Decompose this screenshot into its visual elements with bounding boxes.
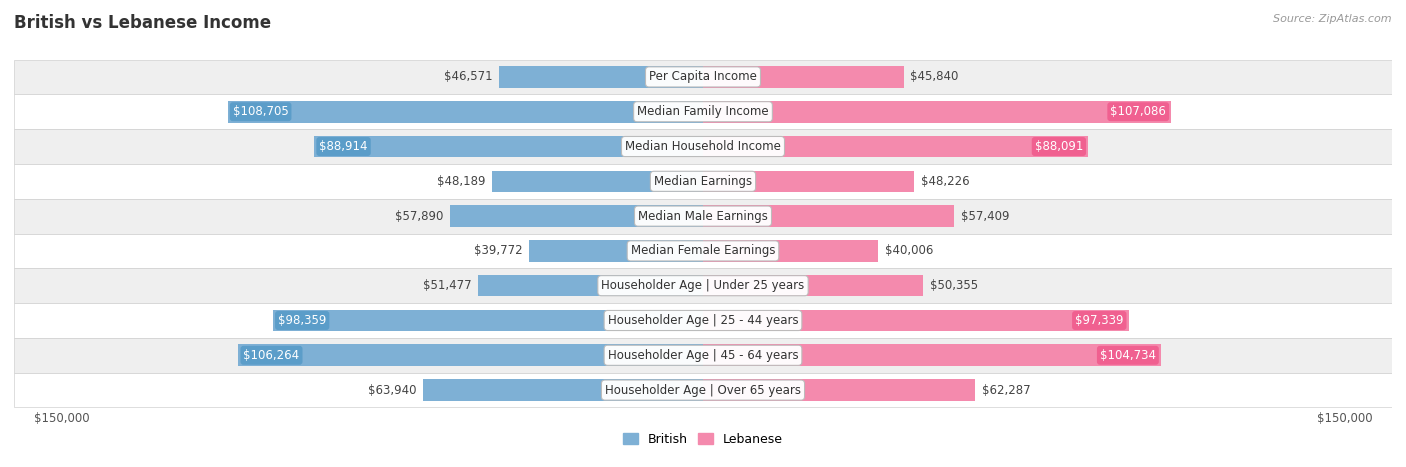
Text: Per Capita Income: Per Capita Income: [650, 71, 756, 84]
Bar: [703, 170, 914, 192]
Bar: [703, 240, 877, 262]
Text: Median Earnings: Median Earnings: [654, 175, 752, 188]
Text: $57,890: $57,890: [395, 210, 443, 223]
Text: $104,734: $104,734: [1099, 349, 1156, 362]
Text: $51,477: $51,477: [423, 279, 471, 292]
Text: $98,359: $98,359: [278, 314, 326, 327]
Text: Source: ZipAtlas.com: Source: ZipAtlas.com: [1274, 14, 1392, 24]
Text: Median Female Earnings: Median Female Earnings: [631, 244, 775, 257]
Bar: [423, 379, 703, 401]
Text: $150,000: $150,000: [1316, 411, 1372, 425]
Text: $50,355: $50,355: [929, 279, 979, 292]
Bar: [14, 59, 1392, 94]
Bar: [14, 234, 1392, 269]
Bar: [238, 345, 703, 366]
Text: $97,339: $97,339: [1076, 314, 1123, 327]
Text: $57,409: $57,409: [960, 210, 1010, 223]
Text: $106,264: $106,264: [243, 349, 299, 362]
Bar: [529, 240, 703, 262]
Text: $40,006: $40,006: [884, 244, 934, 257]
Text: British vs Lebanese Income: British vs Lebanese Income: [14, 14, 271, 32]
Bar: [14, 94, 1392, 129]
Text: Median Household Income: Median Household Income: [626, 140, 780, 153]
Bar: [703, 275, 924, 297]
Text: $63,940: $63,940: [368, 383, 416, 396]
Text: Median Male Earnings: Median Male Earnings: [638, 210, 768, 223]
Bar: [14, 269, 1392, 303]
Text: Householder Age | Over 65 years: Householder Age | Over 65 years: [605, 383, 801, 396]
Bar: [14, 129, 1392, 164]
Bar: [703, 345, 1161, 366]
Bar: [14, 373, 1392, 408]
Bar: [703, 66, 904, 88]
Text: $39,772: $39,772: [474, 244, 523, 257]
Text: Median Family Income: Median Family Income: [637, 105, 769, 118]
Bar: [703, 310, 1129, 331]
Bar: [703, 101, 1171, 122]
Text: $150,000: $150,000: [34, 411, 90, 425]
Text: $88,091: $88,091: [1035, 140, 1083, 153]
Bar: [314, 136, 703, 157]
Bar: [14, 338, 1392, 373]
Text: $48,189: $48,189: [437, 175, 485, 188]
Bar: [492, 170, 703, 192]
Bar: [478, 275, 703, 297]
Bar: [703, 136, 1088, 157]
Bar: [450, 205, 703, 227]
Bar: [14, 164, 1392, 198]
Text: $88,914: $88,914: [319, 140, 368, 153]
Bar: [703, 379, 976, 401]
Text: $62,287: $62,287: [981, 383, 1031, 396]
Bar: [273, 310, 703, 331]
Bar: [499, 66, 703, 88]
Bar: [228, 101, 703, 122]
Text: $48,226: $48,226: [921, 175, 969, 188]
Bar: [14, 198, 1392, 234]
Text: $45,840: $45,840: [910, 71, 959, 84]
Text: $46,571: $46,571: [444, 71, 492, 84]
Bar: [14, 303, 1392, 338]
Text: $107,086: $107,086: [1111, 105, 1166, 118]
Text: $108,705: $108,705: [233, 105, 288, 118]
Text: Householder Age | 25 - 44 years: Householder Age | 25 - 44 years: [607, 314, 799, 327]
Bar: [703, 205, 955, 227]
Legend: British, Lebanese: British, Lebanese: [619, 428, 787, 451]
Text: Householder Age | 45 - 64 years: Householder Age | 45 - 64 years: [607, 349, 799, 362]
Text: Householder Age | Under 25 years: Householder Age | Under 25 years: [602, 279, 804, 292]
